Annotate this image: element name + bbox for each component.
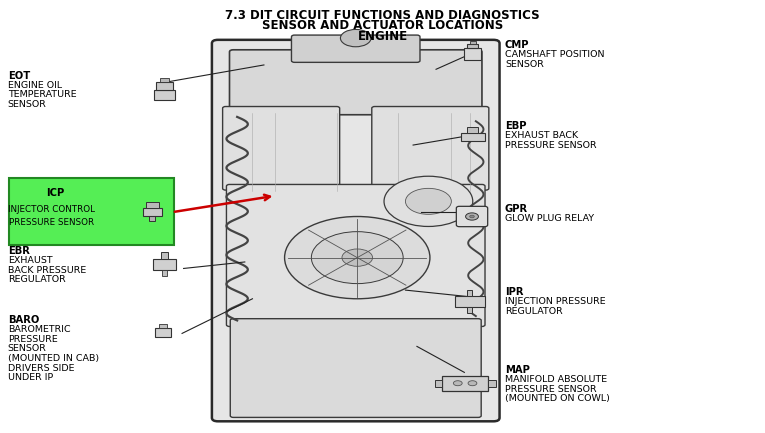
FancyBboxPatch shape: [372, 107, 489, 190]
Bar: [467, 307, 472, 313]
Text: MANIFOLD ABSOLUTE: MANIFOLD ABSOLUTE: [505, 375, 607, 384]
Text: SENSOR: SENSOR: [505, 60, 544, 69]
Text: 7.3 DIT CIRCUIT FUNCTIONS AND DIAGNOSTICS: 7.3 DIT CIRCUIT FUNCTIONS AND DIAGNOSTIC…: [225, 9, 540, 22]
Text: (MOUNTED ON COWL): (MOUNTED ON COWL): [505, 394, 610, 403]
Text: TEMPERATURE: TEMPERATURE: [8, 90, 77, 99]
Bar: [464, 48, 481, 60]
FancyBboxPatch shape: [223, 107, 340, 190]
FancyBboxPatch shape: [456, 207, 488, 227]
Text: ENGINE OIL: ENGINE OIL: [8, 81, 62, 90]
Text: PRESSURE SENSOR: PRESSURE SENSOR: [505, 385, 597, 394]
Bar: [454, 296, 485, 307]
Bar: [149, 216, 155, 221]
Text: SENSOR: SENSOR: [8, 345, 47, 353]
Text: MAP: MAP: [505, 365, 530, 375]
Bar: [467, 290, 472, 296]
Text: ENGINE: ENGINE: [357, 30, 408, 43]
Bar: [435, 380, 442, 387]
Bar: [488, 380, 496, 387]
Text: (MOUNTED IN CAB): (MOUNTED IN CAB): [8, 354, 99, 363]
Text: SENSOR AND ACTUATOR LOCATIONS: SENSOR AND ACTUATOR LOCATIONS: [262, 19, 503, 32]
Text: SENSOR: SENSOR: [8, 100, 47, 109]
Text: DRIVERS SIDE: DRIVERS SIDE: [8, 364, 74, 372]
Text: REGULATOR: REGULATOR: [8, 275, 65, 284]
FancyBboxPatch shape: [212, 40, 500, 421]
Bar: [159, 323, 167, 328]
Bar: [142, 207, 162, 216]
Text: CMP: CMP: [505, 40, 529, 51]
Circle shape: [405, 188, 451, 214]
Circle shape: [468, 381, 477, 386]
FancyBboxPatch shape: [226, 184, 485, 326]
Text: INJECTOR CONTROL: INJECTOR CONTROL: [8, 205, 95, 213]
Bar: [155, 328, 171, 337]
Text: PRESSURE: PRESSURE: [8, 335, 57, 344]
Bar: [467, 44, 478, 48]
Text: EXHAUST: EXHAUST: [8, 256, 52, 265]
Bar: [470, 42, 476, 44]
Text: REGULATOR: REGULATOR: [505, 307, 562, 316]
Text: EBR: EBR: [8, 246, 30, 256]
FancyBboxPatch shape: [230, 319, 481, 417]
Text: PRESSURE SENSOR: PRESSURE SENSOR: [505, 141, 597, 150]
Circle shape: [340, 29, 371, 47]
FancyBboxPatch shape: [291, 35, 420, 62]
Bar: [161, 78, 168, 82]
Text: GPR: GPR: [505, 204, 528, 214]
Bar: [153, 259, 176, 270]
Circle shape: [454, 381, 462, 386]
Bar: [162, 270, 167, 276]
Bar: [9, 178, 174, 245]
Text: CAMSHAFT POSITION: CAMSHAFT POSITION: [505, 51, 604, 59]
Circle shape: [470, 215, 474, 218]
Text: ICP: ICP: [46, 187, 64, 198]
Bar: [146, 202, 158, 207]
Circle shape: [466, 213, 478, 220]
Bar: [161, 252, 168, 259]
Bar: [442, 375, 488, 391]
Text: BAROMETRIC: BAROMETRIC: [8, 326, 70, 334]
Text: INJECTION PRESSURE: INJECTION PRESSURE: [505, 297, 606, 306]
Text: GLOW PLUG RELAY: GLOW PLUG RELAY: [505, 214, 594, 223]
Circle shape: [384, 176, 473, 226]
Circle shape: [342, 249, 373, 266]
Text: IPR: IPR: [505, 287, 523, 297]
Circle shape: [311, 232, 403, 284]
FancyBboxPatch shape: [230, 50, 482, 115]
Text: PRESSURE SENSOR: PRESSURE SENSOR: [8, 218, 94, 226]
Text: BARO: BARO: [8, 315, 39, 326]
Bar: [461, 132, 484, 141]
Text: EOT: EOT: [8, 71, 30, 81]
Bar: [154, 90, 174, 100]
Circle shape: [285, 216, 430, 299]
Text: EXHAUST BACK: EXHAUST BACK: [505, 132, 578, 140]
Text: BACK PRESSURE: BACK PRESSURE: [8, 266, 86, 275]
Text: UNDER IP: UNDER IP: [8, 373, 53, 382]
Text: EBP: EBP: [505, 121, 526, 132]
Bar: [467, 126, 478, 132]
Bar: [156, 82, 172, 90]
